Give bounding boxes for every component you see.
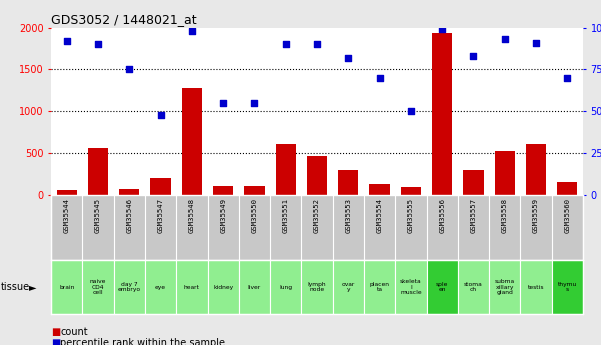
Bar [82, 260, 114, 314]
Point [500, 37, 510, 42]
Text: kidney: kidney [213, 285, 233, 290]
Point [187, 28, 197, 34]
Bar [557, 181, 578, 195]
Bar [145, 260, 176, 314]
Point [563, 75, 572, 81]
Text: brain: brain [59, 285, 75, 290]
Text: day 7
embryo: day 7 embryo [118, 282, 141, 293]
Bar [207, 260, 239, 314]
Bar [552, 260, 583, 314]
Bar [395, 260, 427, 314]
Text: stoma
ch: stoma ch [464, 282, 483, 293]
Text: GSM35549: GSM35549 [220, 198, 226, 233]
Text: GSM35546: GSM35546 [126, 198, 132, 233]
Bar [56, 190, 77, 195]
Text: skeleta
l
muscle: skeleta l muscle [400, 279, 422, 295]
Text: heart: heart [184, 285, 200, 290]
Text: GSM35552: GSM35552 [314, 198, 320, 233]
Text: GSM35556: GSM35556 [439, 198, 445, 233]
Text: GSM35544: GSM35544 [64, 198, 70, 233]
Text: GDS3052 / 1448021_at: GDS3052 / 1448021_at [51, 13, 197, 27]
Point [344, 55, 353, 60]
Bar [88, 148, 108, 195]
Text: testis: testis [528, 285, 545, 290]
Point [249, 100, 259, 106]
Bar [333, 260, 364, 314]
Text: subma
xillary
gland: subma xillary gland [495, 279, 515, 295]
Point [531, 40, 541, 46]
Point [156, 112, 165, 117]
Text: GSM35550: GSM35550 [251, 198, 257, 233]
Text: GSM35554: GSM35554 [377, 198, 383, 233]
Text: liver: liver [248, 285, 261, 290]
Text: lung: lung [279, 285, 292, 290]
Text: GSM35558: GSM35558 [502, 198, 508, 233]
Bar [176, 260, 207, 314]
Text: ►: ► [29, 282, 36, 292]
Bar [244, 186, 264, 195]
Bar [119, 189, 139, 195]
Bar [307, 156, 327, 195]
Point [124, 67, 134, 72]
Bar [150, 178, 171, 195]
Bar [114, 260, 145, 314]
Text: GSM35545: GSM35545 [95, 198, 101, 233]
Bar [239, 260, 270, 314]
Point [218, 100, 228, 106]
Bar [463, 170, 484, 195]
Text: GSM35559: GSM35559 [533, 198, 539, 233]
Point [406, 108, 416, 114]
Bar [432, 33, 453, 195]
Text: GSM35555: GSM35555 [408, 198, 414, 233]
Bar [520, 260, 552, 314]
Bar [276, 144, 296, 195]
Text: lymph
node: lymph node [308, 282, 326, 293]
Bar [526, 144, 546, 195]
Text: GSM35560: GSM35560 [564, 198, 570, 233]
Bar [301, 260, 333, 314]
Text: sple
en: sple en [436, 282, 448, 293]
Point [469, 53, 478, 59]
Text: thymu
s: thymu s [558, 282, 577, 293]
Text: GSM35548: GSM35548 [189, 198, 195, 233]
Text: naive
CD4
cell: naive CD4 cell [90, 279, 106, 295]
Text: count: count [60, 327, 88, 337]
Bar [427, 260, 458, 314]
Text: GSM35553: GSM35553 [346, 198, 352, 233]
Bar [489, 260, 520, 314]
Point [375, 75, 385, 81]
Bar [213, 186, 233, 195]
Bar [338, 170, 358, 195]
Text: GSM35551: GSM35551 [282, 198, 288, 233]
Text: ■: ■ [51, 338, 60, 345]
Point [281, 41, 290, 47]
Text: GSM35547: GSM35547 [157, 198, 163, 233]
Bar [458, 260, 489, 314]
Point [313, 41, 322, 47]
Bar [182, 88, 202, 195]
Point [62, 38, 72, 44]
Text: percentile rank within the sample: percentile rank within the sample [60, 338, 225, 345]
Text: placen
ta: placen ta [370, 282, 389, 293]
Text: ■: ■ [51, 327, 60, 337]
Point [93, 41, 103, 47]
Text: ovar
y: ovar y [341, 282, 355, 293]
Bar [364, 260, 395, 314]
Text: GSM35557: GSM35557 [471, 198, 477, 233]
Text: tissue: tissue [1, 282, 30, 292]
Bar [51, 260, 82, 314]
Bar [495, 150, 515, 195]
Bar [401, 187, 421, 195]
Bar [270, 260, 301, 314]
Bar [370, 184, 390, 195]
Text: eye: eye [155, 285, 166, 290]
Point [438, 27, 447, 32]
